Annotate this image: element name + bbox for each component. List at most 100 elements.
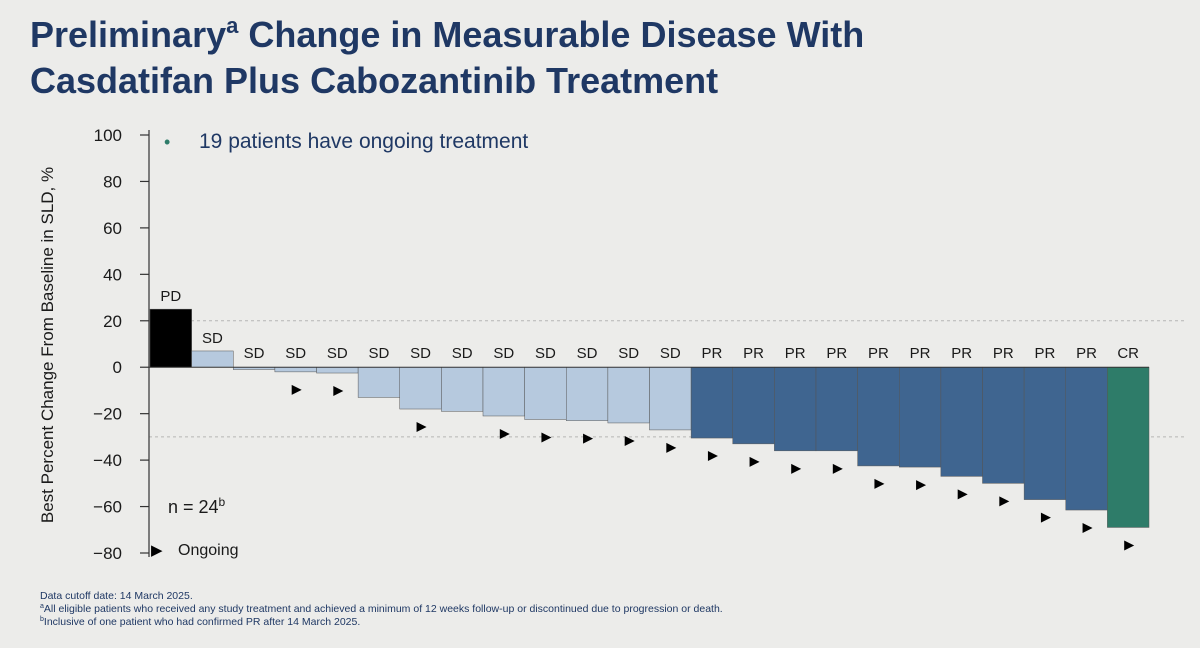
ongoing-marker-23: [1082, 523, 1093, 534]
bar-label-19: PR: [910, 345, 931, 362]
y-tick-label: 40: [103, 265, 122, 284]
ongoing-marker-5: [333, 386, 344, 397]
bar-22: [1023, 366, 1066, 500]
footnote-b-text: Inclusive of one patient who had confirm…: [43, 616, 361, 628]
y-tick-label: 60: [103, 219, 122, 238]
bar-label-14: PR: [702, 345, 723, 362]
ongoing-marker-7: [416, 422, 427, 433]
y-tick-label: −40: [93, 451, 122, 470]
ongoing-marker-16: [791, 463, 802, 474]
ongoing-marker-15: [749, 456, 760, 467]
bar-12: [607, 366, 650, 424]
ongoing-marker-4: [291, 384, 302, 395]
bar-label-21: PR: [993, 345, 1014, 362]
slide-title: Preliminarya Change in Measurable Diseas…: [30, 12, 1150, 104]
bar-label-15: PR: [743, 345, 764, 362]
bar-label-5: SD: [327, 345, 348, 362]
footnote-a-marker: a: [40, 603, 44, 610]
ongoing-marker-9: [499, 428, 510, 439]
bar-label-23: PR: [1076, 345, 1097, 362]
waterfall-chart: PD SD SD SD SD SD SD SD SD SD SD SD SD PR PR PR PR PR PR PR…: [38, 126, 1186, 563]
ongoing-legend-marker: ▶: [151, 542, 163, 559]
bar-label-18: PR: [868, 345, 889, 362]
footnote-b: bInclusive of one patient who had confir…: [40, 616, 1140, 629]
bar-2: [191, 350, 234, 368]
y-tick-label: −60: [93, 498, 122, 517]
y-axis: 100 80 60 40 20 0 −20 −40 −60 −80: [93, 126, 1149, 563]
footnote-b-marker: b: [40, 616, 44, 623]
ongoing-legend-label: Ongoing: [178, 542, 239, 559]
bar-label-13: SD: [660, 345, 681, 362]
bar-1: [149, 308, 192, 368]
bar-9: [482, 366, 525, 417]
bullet-text: 19 patients have ongoing treatment: [199, 130, 528, 153]
ongoing-marker-10: [541, 432, 552, 443]
bar-label-11: SD: [577, 345, 598, 362]
bar-5: [316, 366, 359, 374]
y-tick-label: 100: [94, 126, 122, 145]
ongoing-marker-17: [832, 463, 843, 474]
bars: [149, 308, 1150, 528]
ongoing-marker-18: [874, 478, 885, 489]
bar-label-17: PR: [826, 345, 847, 362]
bar-label-2: SD: [202, 330, 223, 347]
bar-6: [357, 366, 400, 398]
bar-15: [732, 366, 775, 445]
y-axis-label: Best Percent Change From Baseline in SLD…: [38, 167, 57, 523]
y-tick-label: 0: [113, 358, 122, 377]
title-line-2: Casdatifan Plus Cabozantinib Treatment: [30, 60, 719, 101]
title-text-2: Change in Measurable Disease With: [238, 14, 865, 55]
bar-20: [940, 366, 983, 477]
title-superscript: a: [226, 13, 239, 38]
bar-11: [566, 366, 609, 421]
bar-21: [982, 366, 1025, 484]
n-label-text: n = 24: [168, 497, 219, 517]
bar-label-6: SD: [369, 345, 390, 362]
bar-24: [1107, 366, 1150, 528]
y-tick-label: −80: [93, 544, 122, 563]
bar-label-4: SD: [285, 345, 306, 362]
y-tick-label: −20: [93, 405, 122, 424]
title-line-1: Preliminarya Change in Measurable Diseas…: [30, 12, 1150, 58]
bar-label-12: SD: [618, 345, 639, 362]
bar-16: [774, 366, 817, 452]
bar-10: [524, 366, 567, 420]
bar-label-24: CR: [1117, 345, 1139, 362]
bar-13: [649, 366, 692, 431]
ongoing-marker-13: [666, 442, 677, 453]
bar-19: [899, 366, 942, 468]
bar-label-9: SD: [493, 345, 514, 362]
ongoing-marker-11: [583, 433, 594, 444]
bar-23: [1065, 366, 1108, 511]
ongoing-markers: [291, 384, 1135, 551]
bar-label-1: PD: [160, 288, 181, 305]
bar-18: [857, 366, 900, 467]
n-label: n = 24b: [168, 495, 226, 517]
footnote-a-text: All eligible patients who received any s…: [43, 603, 723, 615]
bullet-dot: •: [164, 132, 170, 152]
bar-label-20: PR: [951, 345, 972, 362]
bar-4: [274, 366, 317, 373]
ongoing-marker-14: [707, 451, 718, 462]
bar-17: [815, 366, 858, 452]
ongoing-marker-21: [999, 496, 1010, 507]
bar-label-10: SD: [535, 345, 556, 362]
bar-label-7: SD: [410, 345, 431, 362]
ongoing-marker-12: [624, 435, 635, 446]
bar-label-8: SD: [452, 345, 473, 362]
y-tick-label: 80: [103, 172, 122, 191]
bar-label-3: SD: [244, 345, 265, 362]
ongoing-marker-20: [957, 489, 968, 500]
footnotes: Data cutoff date: 14 March 2025. aAll el…: [40, 590, 1140, 629]
bar-7: [399, 366, 442, 410]
bar-label-22: PR: [1035, 345, 1056, 362]
bullet-note: • 19 patients have ongoing treatment: [164, 130, 528, 153]
bar-8: [441, 366, 484, 412]
bar-labels: PD SD SD SD SD SD SD SD SD SD SD SD SD PR PR PR PR PR PR PR…: [160, 288, 1139, 362]
ongoing-marker-19: [916, 480, 927, 491]
ongoing-marker-24: [1124, 540, 1135, 551]
title-text-1: Preliminary: [30, 14, 227, 55]
ongoing-marker-22: [1040, 512, 1051, 523]
bar-label-16: PR: [785, 345, 806, 362]
footnote-cutoff: Data cutoff date: 14 March 2025.: [40, 590, 193, 602]
